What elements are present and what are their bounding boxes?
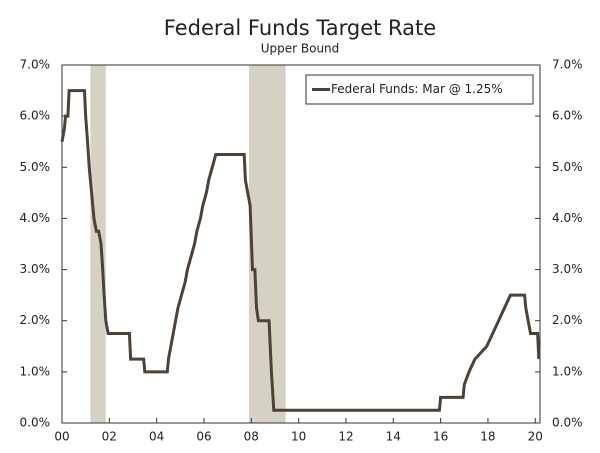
x-tick-label: 12 [338,430,353,444]
y-tick-label: 0.0% [20,416,51,430]
x-tick-label: 04 [149,430,164,444]
recession-band [248,65,286,423]
y2-tick-label: 0.0% [552,416,583,430]
recession-band [90,65,106,423]
plot-frame [61,64,541,424]
y2-tick-label: 6.0% [552,109,583,123]
y-tick-label: 7.0% [20,58,51,72]
y2-tick-label: 2.0% [552,313,583,327]
x-tick-label: 14 [386,430,401,444]
chart-subtitle: Upper Bound [261,42,340,56]
y-tick-label: 2.0% [20,313,51,327]
y-tick-label: 4.0% [20,211,51,225]
y2-tick-label: 3.0% [552,262,583,276]
x-tick-label: 08 [244,430,259,444]
x-tick-label: 18 [480,430,495,444]
x-tick-label: 10 [291,430,306,444]
y2-tick-label: 4.0% [552,211,583,225]
y2-tick-label: 1.0% [552,364,583,378]
legend-label: Federal Funds: Mar @ 1.25% [331,82,503,96]
y2-tick-label: 5.0% [552,160,583,174]
y-tick-label: 3.0% [20,262,51,276]
x-tick-label: 20 [528,430,543,444]
x-tick-label: 06 [196,430,211,444]
x-tick-label: 16 [433,430,448,444]
chart-title: Federal Funds Target Rate [164,16,436,40]
y-tick-label: 1.0% [20,364,51,378]
y-tick-label: 5.0% [20,160,51,174]
y-tick-label: 6.0% [20,109,51,123]
series-line [60,89,541,412]
y2-tick-label: 7.0% [552,58,583,72]
x-tick-label: 02 [102,430,117,444]
x-tick-label: 00 [54,430,69,444]
legend-box [305,74,534,105]
